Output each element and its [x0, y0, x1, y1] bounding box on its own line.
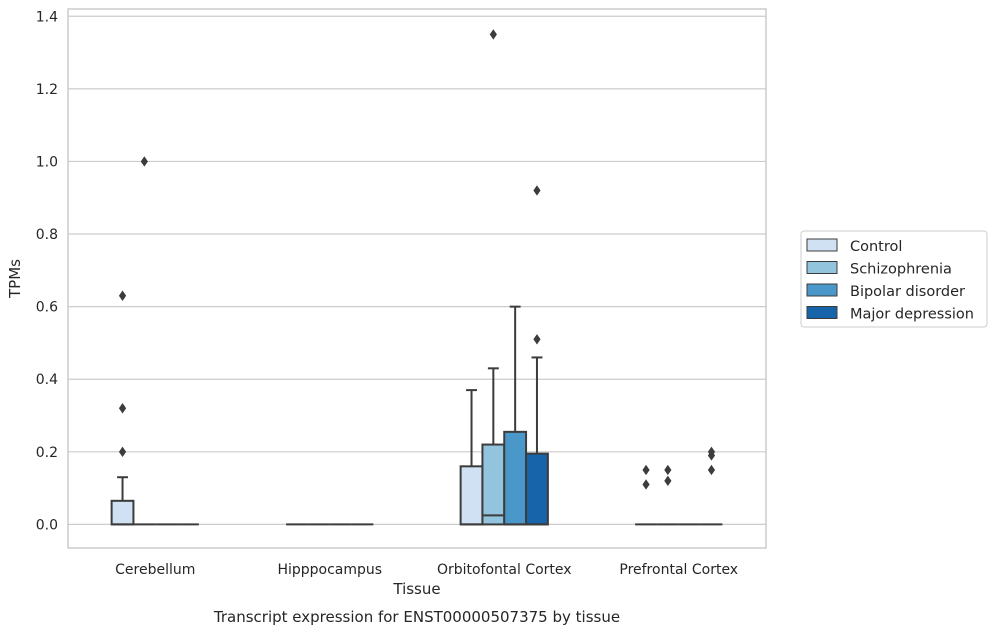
box-3-2 — [525, 185, 549, 526]
y-tick-label: 0.2 — [36, 445, 58, 461]
outlier-point — [118, 446, 127, 458]
outlier-point — [118, 290, 127, 301]
legend-frame — [800, 230, 988, 328]
box-1-2 — [481, 29, 506, 526]
legend-swatch — [806, 261, 838, 274]
legend-label: Bipolar disorder — [850, 284, 965, 300]
legend-swatch — [806, 283, 838, 297]
chart-caption: Transcript expression for ENST0000050737… — [213, 608, 620, 626]
x-tick-label: Orbitofontal Cortex — [437, 562, 572, 578]
box-0-2 — [459, 389, 484, 526]
legend: Control Schizophrenia Bipolar disorder Majo… — [800, 230, 988, 328]
box-body — [481, 443, 506, 526]
outlier-point — [707, 464, 716, 476]
outlier-point — [664, 475, 672, 487]
x-tick-label: Hipppocampus — [277, 562, 382, 578]
legend-swatch — [806, 238, 838, 252]
outlier-point — [140, 156, 148, 167]
box-1-3 — [656, 464, 679, 526]
x-tick-label: Prefrontal Cortex — [619, 562, 738, 578]
y-tick-label: 0.0 — [36, 517, 58, 533]
box-0-0 — [110, 290, 135, 526]
outlier-point — [489, 29, 497, 40]
legend-swatch — [806, 306, 838, 319]
outlier-point — [664, 464, 672, 476]
y-tick-label: 1.0 — [36, 154, 58, 170]
y-axis-label: TPMs — [6, 259, 24, 299]
y-tick-label: 0.8 — [36, 227, 58, 243]
legend-label: Control — [850, 239, 902, 255]
y-tick-label: 1.4 — [36, 9, 58, 25]
x-tick-label: Cerebellum — [115, 562, 195, 578]
y-tick-label: 0.6 — [36, 300, 58, 316]
box-0-3 — [635, 464, 657, 526]
box-3-3 — [700, 446, 723, 526]
box-body — [525, 452, 549, 526]
outlier-point — [533, 334, 541, 345]
x-axis-label: Tissue — [392, 580, 440, 598]
y-tick-label: 0.4 — [36, 372, 58, 388]
outlier-point — [118, 403, 127, 414]
legend-label: Major depression — [850, 307, 974, 323]
outlier-point — [642, 479, 650, 490]
box-body — [503, 430, 528, 526]
outlier-point — [642, 464, 650, 476]
outlier-point — [707, 446, 716, 458]
plot-frame — [67, 8, 767, 549]
box-1-0 — [133, 156, 156, 526]
box-2-2 — [503, 305, 528, 526]
box-body — [459, 465, 484, 526]
outlier-point — [533, 185, 541, 196]
box-body — [110, 499, 135, 526]
y-tick-label: 1.2 — [36, 82, 58, 98]
legend-label: Schizophrenia — [850, 262, 952, 278]
